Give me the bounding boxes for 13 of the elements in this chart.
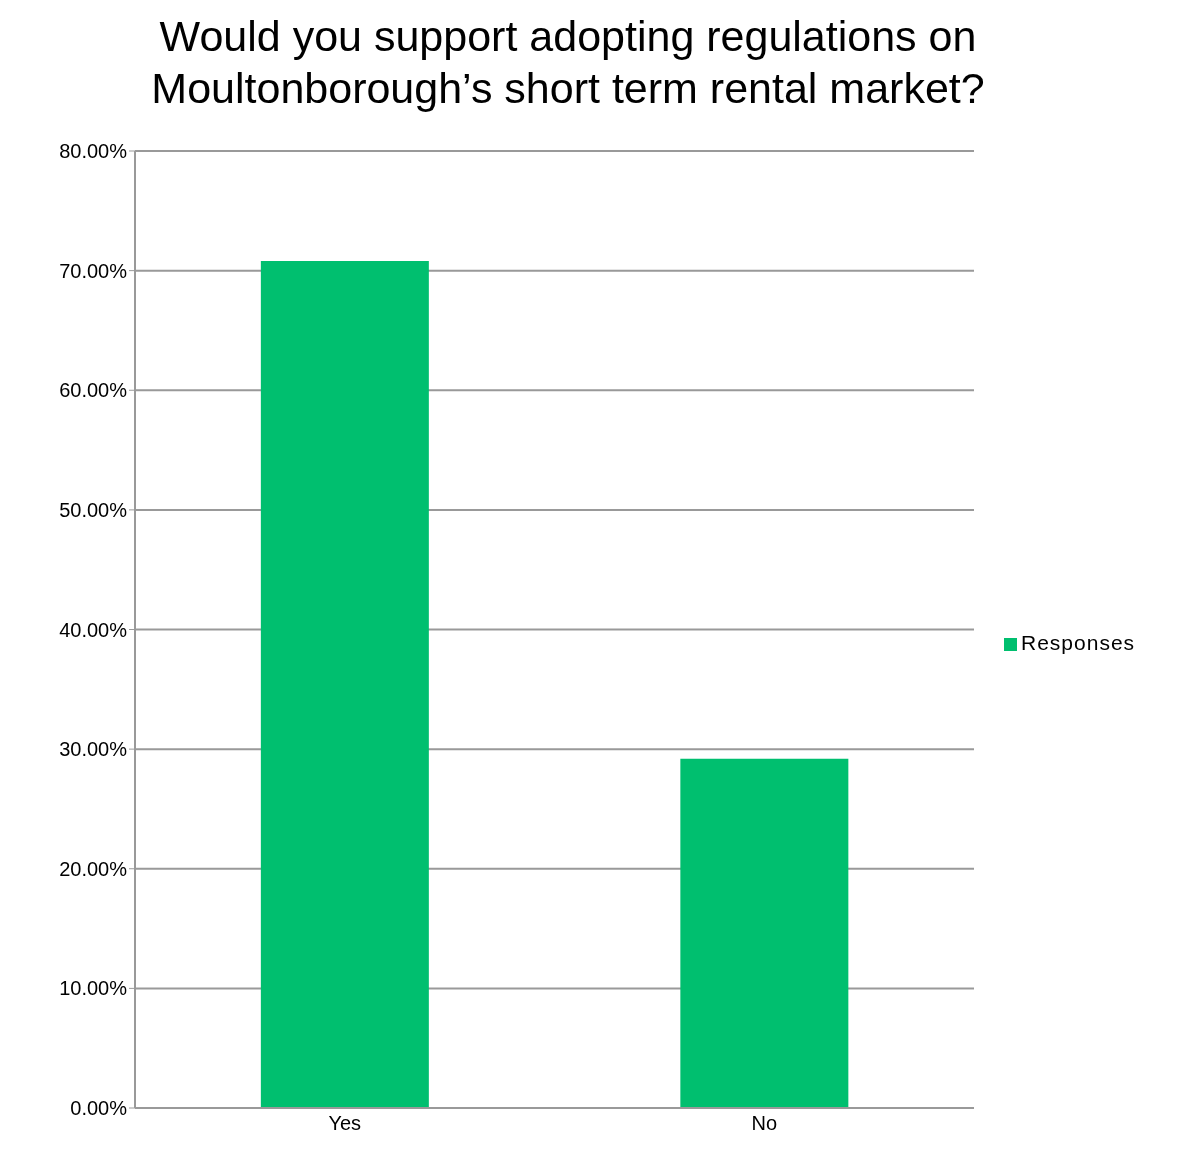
y-tick-label: 40.00% [59,618,128,641]
y-tick-label: 50.00% [59,498,128,521]
y-tick-label: 80.00% [59,140,128,163]
legend-label: Responses [1021,631,1136,654]
chart-title: Would you support adopting regulations on Moultonborough’s short term rental market? [150,11,986,114]
y-tick-label: 0.00% [70,1097,128,1120]
y-tick-label: 30.00% [59,738,128,761]
y-tick-label: 10.00% [59,977,128,1000]
y-tick-label: 60.00% [59,379,128,402]
x-tick-label: No [751,1112,778,1135]
y-tick-label: 20.00% [59,857,128,880]
y-tick-label: 70.00% [59,259,128,282]
x-tick-label: Yes [328,1112,362,1135]
